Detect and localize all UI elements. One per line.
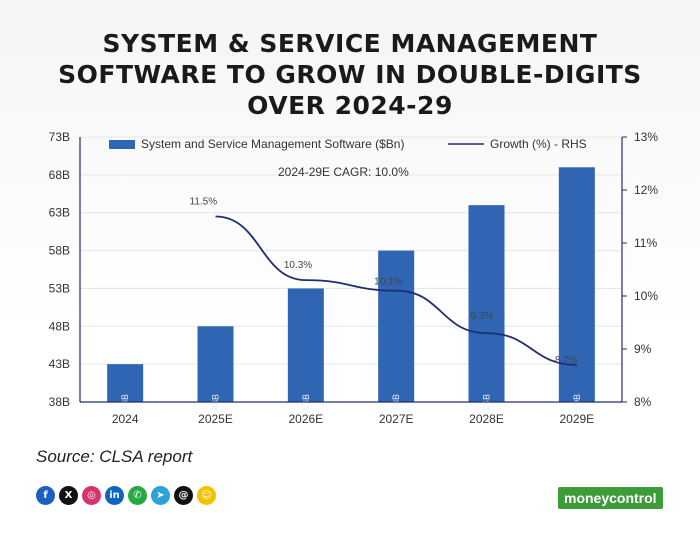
bar bbox=[197, 326, 234, 402]
title-line-1: SYSTEM & SERVICE MANAGEMENT bbox=[102, 29, 598, 58]
left-tick-label: 48B bbox=[49, 319, 70, 333]
instagram-icon[interactable]: ◎ bbox=[82, 486, 101, 505]
gridlines bbox=[80, 136, 622, 403]
x-tick-label: 2027E bbox=[379, 412, 414, 426]
facebook-icon[interactable]: f bbox=[36, 486, 55, 505]
axes: 38B 43B 48B 53B 58B 63B 68B 73B 8% 9% 10% 11% 12% 13%… bbox=[49, 130, 659, 426]
growth-data-label: 11.5% bbox=[190, 197, 218, 208]
growth-data-label: 10.3% bbox=[284, 260, 312, 271]
bars bbox=[107, 167, 595, 402]
left-tick-label: 38B bbox=[49, 395, 70, 409]
bar-line-chart: 43B 48B 53B 58B 64B 69B 11.5%10.3%10.1%9.3%8.… bbox=[49, 130, 659, 426]
linkedin-icon[interactable]: in bbox=[105, 486, 124, 505]
legend: System and Service Management Software (… bbox=[109, 137, 587, 151]
legend-line-label: Growth (%) - RHS bbox=[490, 137, 587, 151]
social-links: f X ◎ in ✆ ➤ @ ☺ bbox=[36, 486, 216, 505]
bar bbox=[107, 364, 144, 402]
x-tick-label: 2026E bbox=[288, 412, 323, 426]
chart-title: SYSTEM & SERVICE MANAGEMENT SOFTWARE TO … bbox=[0, 28, 700, 121]
x-tick-label: 2024 bbox=[112, 412, 139, 426]
growth-data-label: 8.7% bbox=[555, 355, 578, 366]
right-tick-label: 9% bbox=[634, 342, 652, 356]
legend-bar-label: System and Service Management Software (… bbox=[141, 137, 404, 151]
left-tick-label: 43B bbox=[49, 357, 70, 371]
right-tick-label: 12% bbox=[634, 183, 658, 197]
bar bbox=[287, 288, 324, 402]
growth-series-line bbox=[215, 215, 577, 366]
left-tick-label: 58B bbox=[49, 244, 70, 258]
bar bbox=[558, 167, 595, 402]
threads-icon[interactable]: @ bbox=[174, 486, 193, 505]
left-tick-label: 68B bbox=[49, 168, 70, 182]
cagr-annotation: 2024-29E CAGR: 10.0% bbox=[278, 165, 409, 179]
right-tick-label: 11% bbox=[634, 236, 657, 250]
right-tick-label: 13% bbox=[634, 130, 658, 144]
title-line-3: OVER 2024-29 bbox=[247, 91, 453, 120]
growth-data-label: 9.3% bbox=[471, 311, 494, 322]
left-tick-label: 63B bbox=[49, 206, 70, 220]
x-tick-label: 2025E bbox=[198, 412, 233, 426]
legend-bar-swatch bbox=[109, 140, 135, 149]
left-tick-label: 73B bbox=[49, 130, 70, 144]
left-tick-label: 53B bbox=[49, 281, 70, 295]
x-tick-label: 2028E bbox=[469, 412, 504, 426]
growth-line: 11.5% 10.3% 10.1% 9.3% 8.7% bbox=[190, 197, 578, 366]
growth-data-label: 10.1% bbox=[374, 277, 402, 288]
right-tick-label: 8% bbox=[634, 395, 652, 409]
x-tick-label: 2029E bbox=[559, 412, 594, 426]
snapchat-icon[interactable]: ☺ bbox=[197, 486, 216, 505]
x-icon[interactable]: X bbox=[59, 486, 78, 505]
bar bbox=[378, 250, 415, 402]
title-line-2: SOFTWARE TO GROW IN DOUBLE-DIGITS bbox=[58, 60, 642, 89]
bar bbox=[468, 205, 505, 402]
source-note: Source: CLSA report bbox=[36, 447, 193, 466]
right-tick-label: 10% bbox=[634, 289, 658, 303]
whatsapp-icon[interactable]: ✆ bbox=[128, 486, 147, 505]
brand-logo: moneycontrol bbox=[558, 487, 663, 509]
telegram-icon[interactable]: ➤ bbox=[151, 486, 170, 505]
